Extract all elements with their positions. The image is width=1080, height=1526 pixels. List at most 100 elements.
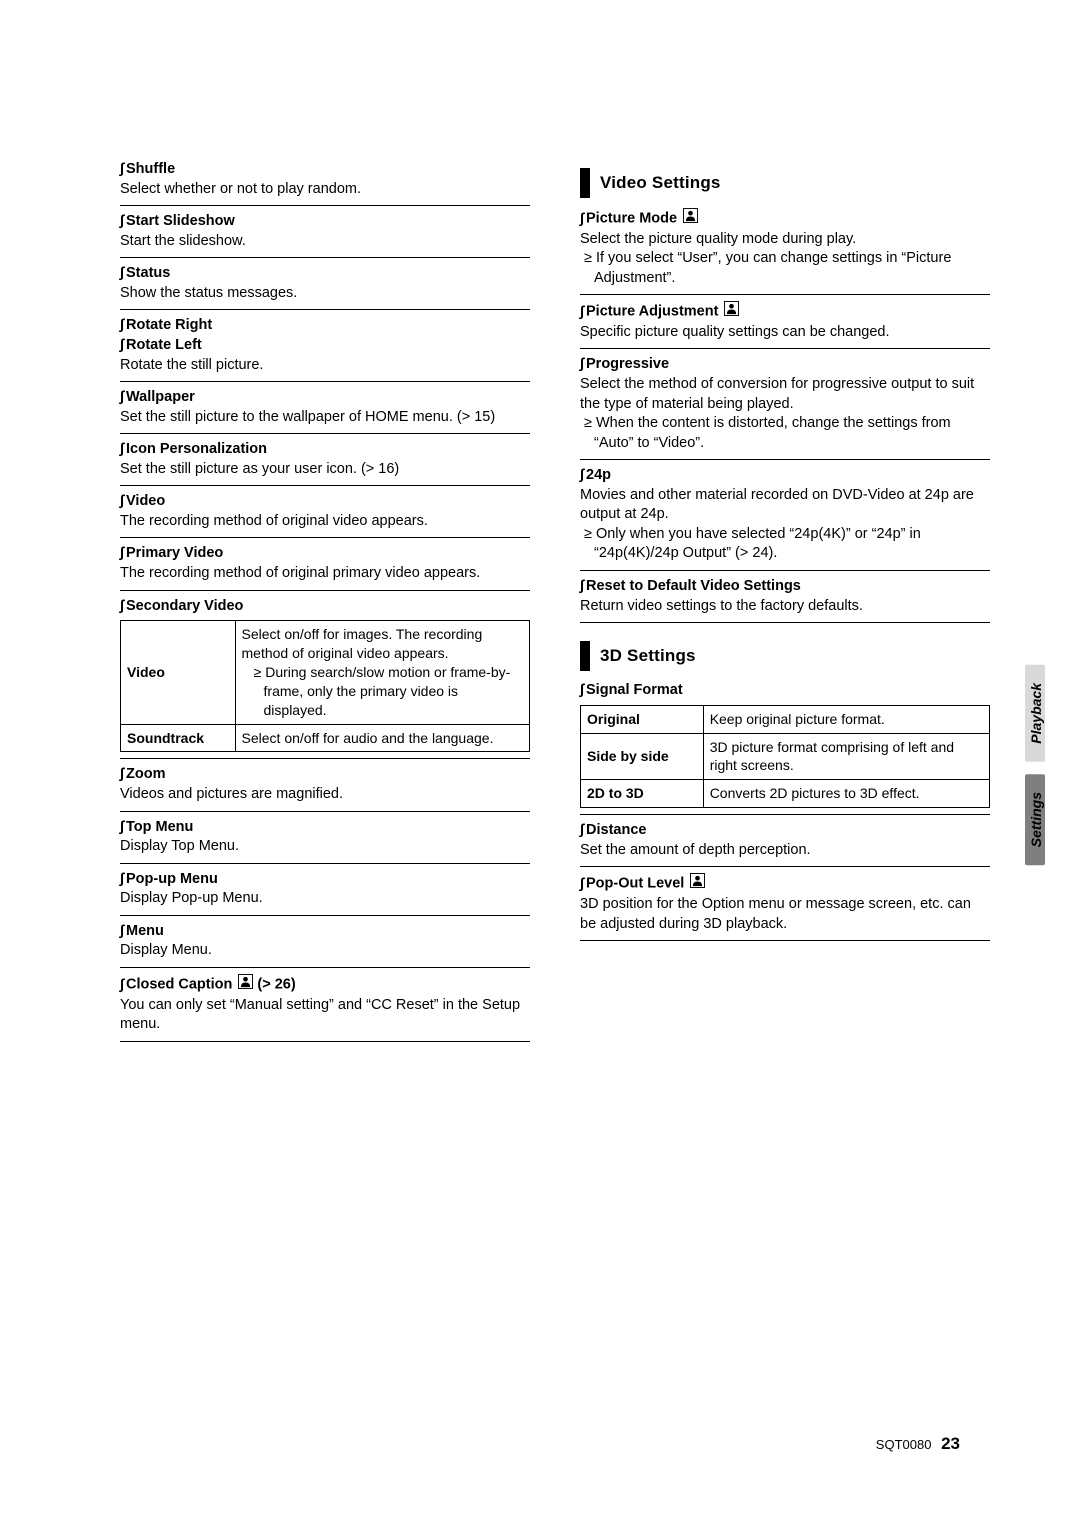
cell-bullet: During search/slow motion or frame-by-fr…: [242, 663, 523, 720]
title: Reset to Default Video Settings: [580, 577, 990, 597]
title: Closed Caption: [120, 977, 232, 993]
cell: 3D picture format comprising of left and…: [703, 733, 989, 780]
item-popout-level: Pop-Out Level 3D position for the Option…: [580, 873, 990, 934]
body: Start the slideshow.: [120, 232, 530, 252]
heading-text: Video Settings: [600, 172, 721, 195]
item-video: Video The recording method of original v…: [120, 492, 530, 531]
page-number: 23: [935, 1434, 960, 1453]
title-row: Picture Adjustment: [580, 301, 990, 323]
title: Wallpaper: [120, 388, 530, 408]
body: Set the still picture as your user icon.…: [120, 460, 530, 480]
title: Zoom: [120, 765, 530, 785]
body: 3D position for the Option menu or messa…: [580, 895, 990, 934]
body: The recording method of original video a…: [120, 512, 530, 532]
item-status: Status Show the status messages.: [120, 264, 530, 303]
divider: [120, 863, 530, 864]
item-start-slideshow: Start Slideshow Start the slideshow.: [120, 212, 530, 251]
row-header: Soundtrack: [121, 724, 236, 752]
title: Progressive: [580, 355, 990, 375]
body: Movies and other material recorded on DV…: [580, 486, 990, 525]
title: Picture Mode: [580, 211, 677, 227]
title: 24p: [580, 466, 990, 486]
divider: [120, 537, 530, 538]
body: Specific picture quality settings can be…: [580, 323, 990, 343]
table-row: Soundtrack Select on/off for audio and t…: [121, 724, 530, 752]
item-24p: 24p Movies and other material recorded o…: [580, 466, 990, 564]
title: Menu: [120, 922, 530, 942]
bullet: When the content is distorted, change th…: [580, 414, 990, 453]
item-icon-personalization: Icon Personalization Set the still pictu…: [120, 440, 530, 479]
doc-code: SQT0080: [876, 1437, 932, 1452]
title: Pop-Out Level: [580, 876, 684, 892]
item-distance: Distance Set the amount of depth percept…: [580, 821, 990, 860]
title: Start Slideshow: [120, 212, 530, 232]
title: Signal Format: [580, 681, 990, 701]
title: Icon Personalization: [120, 440, 530, 460]
heading-bar: [580, 641, 590, 671]
divider: [580, 622, 990, 623]
item-menu: Menu Display Menu.: [120, 922, 530, 961]
3d-settings-heading: 3D Settings: [580, 641, 990, 671]
item-progressive: Progressive Select the method of convers…: [580, 355, 990, 453]
title: Primary Video: [120, 544, 530, 564]
tab-playback: Playback: [1025, 665, 1045, 762]
left-column: Shuffle Select whether or not to play ra…: [120, 160, 530, 1048]
title: Top Menu: [120, 818, 530, 838]
divider: [580, 348, 990, 349]
ref: (> 26): [257, 977, 295, 993]
bullet: Only when you have selected “24p(4K)” or…: [580, 525, 990, 564]
divider: [120, 433, 530, 434]
item-zoom: Zoom Videos and pictures are magnified.: [120, 765, 530, 804]
item-popup-menu: Pop-up Menu Display Pop-up Menu.: [120, 870, 530, 909]
divider: [120, 381, 530, 382]
body: Select the method of conversion for prog…: [580, 375, 990, 414]
divider: [120, 758, 530, 759]
signal-format-table: Original Keep original picture format. S…: [580, 705, 990, 809]
divider: [120, 811, 530, 812]
title-row: Picture Mode: [580, 208, 990, 230]
body: Return video settings to the factory def…: [580, 597, 990, 617]
title: Rotate Right: [120, 316, 530, 336]
page-footer: SQT0080 23: [876, 1433, 960, 1456]
bullet: If you select “User”, you can change set…: [580, 249, 990, 288]
divider: [120, 915, 530, 916]
cell: Keep original picture format.: [703, 705, 989, 733]
divider: [120, 590, 530, 591]
title: Picture Adjustment: [580, 304, 718, 320]
heading-text: 3D Settings: [600, 645, 696, 668]
divider: [580, 866, 990, 867]
divider: [120, 1041, 530, 1042]
table-row: 2D to 3D Converts 2D pictures to 3D effe…: [581, 780, 990, 808]
divider: [580, 814, 990, 815]
secondary-video-table: Video Select on/off for images. The reco…: [120, 620, 530, 752]
body: Set the still picture to the wallpaper o…: [120, 408, 530, 428]
item-rotate: Rotate Right Rotate Left Rotate the stil…: [120, 316, 530, 375]
video-settings-heading: Video Settings: [580, 168, 990, 198]
divider: [120, 205, 530, 206]
body: Select whether or not to play random.: [120, 180, 530, 200]
title-row: Closed Caption (> 26): [120, 974, 530, 996]
row-header: Video: [121, 621, 236, 724]
body: The recording method of original primary…: [120, 564, 530, 584]
cell: Converts 2D pictures to 3D effect.: [703, 780, 989, 808]
row-header: Side by side: [581, 733, 704, 780]
body: Show the status messages.: [120, 284, 530, 304]
body: Display Menu.: [120, 941, 530, 961]
side-tabs: Playback Settings: [1025, 665, 1045, 865]
title: Rotate Left: [120, 336, 530, 356]
title: Secondary Video: [120, 597, 530, 617]
item-secondary-video: Secondary Video Video Select on/off for …: [120, 597, 530, 753]
body: Display Pop-up Menu.: [120, 889, 530, 909]
body: Select the picture quality mode during p…: [580, 230, 990, 250]
title-row: Pop-Out Level: [580, 873, 990, 895]
item-shuffle: Shuffle Select whether or not to play ra…: [120, 160, 530, 199]
body: Set the amount of depth perception.: [580, 841, 990, 861]
body: You can only set “Manual setting” and “C…: [120, 996, 530, 1035]
item-top-menu: Top Menu Display Top Menu.: [120, 818, 530, 857]
divider: [580, 940, 990, 941]
table-row: Side by side 3D picture format comprisin…: [581, 733, 990, 780]
item-closed-caption: Closed Caption (> 26) You can only set “…: [120, 974, 530, 1035]
row-header: 2D to 3D: [581, 780, 704, 808]
item-picture-mode: Picture Mode Select the picture quality …: [580, 208, 990, 288]
user-icon: [238, 974, 253, 996]
